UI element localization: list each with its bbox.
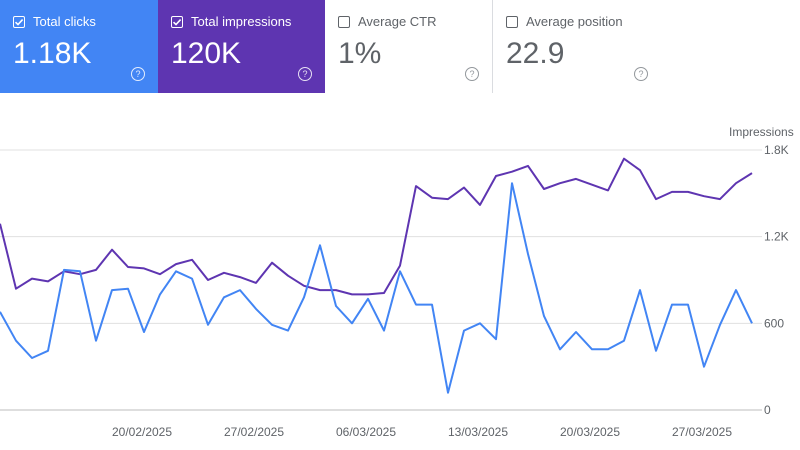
total-impressions-value: 120K	[171, 37, 242, 70]
x-tick-label: 20/03/2025	[560, 425, 620, 439]
x-tick-label: 27/02/2025	[224, 425, 284, 439]
chart-svg: 1.8K 1.2K 600 0 20/02/2025 27/02/2025 06/03/2…	[0, 125, 794, 439]
y-tick-label: 1.2K	[764, 230, 789, 244]
average-ctr-card[interactable]: Average CTR 1% ?	[325, 0, 493, 93]
help-icon[interactable]: ?	[298, 67, 312, 81]
x-tick-label: 20/02/2025	[112, 425, 172, 439]
total-clicks-line[interactable]	[0, 182, 753, 394]
checkbox-checked-icon[interactable]	[13, 15, 25, 28]
x-axis-ticks: 20/02/2025 27/02/2025 06/03/2025 13/03/2025…	[112, 425, 732, 439]
total-clicks-header: Total clicks	[13, 14, 96, 29]
checkbox-unchecked-icon[interactable]	[338, 15, 350, 28]
y-tick-label: 600	[764, 316, 784, 330]
average-position-header: Average position	[506, 14, 623, 29]
total-impressions-label: Total impressions	[191, 14, 292, 29]
checkbox-checked-icon[interactable]	[171, 15, 183, 28]
total-impressions-card[interactable]: Total impressions 120K ?	[158, 0, 325, 93]
help-icon[interactable]: ?	[634, 67, 648, 81]
x-tick-label: 27/03/2025	[672, 425, 732, 439]
help-icon[interactable]: ?	[465, 67, 479, 81]
average-position-value: 22.9	[506, 37, 565, 70]
help-icon[interactable]: ?	[131, 67, 145, 81]
total-impressions-header: Total impressions	[171, 14, 291, 29]
metric-cards: Total clicks 1.18K ? Total impressions 1…	[0, 0, 800, 93]
average-ctr-label: Average CTR	[358, 14, 437, 29]
grid-lines	[0, 149, 762, 411]
series-lines	[0, 157, 753, 394]
x-tick-label: 06/03/2025	[336, 425, 396, 439]
total-impressions-line[interactable]	[0, 157, 753, 296]
total-clicks-card[interactable]: Total clicks 1.18K ?	[0, 0, 158, 93]
x-tick-label: 13/03/2025	[448, 425, 508, 439]
y-axis-ticks: 1.8K 1.2K 600 0	[764, 143, 789, 417]
performance-chart[interactable]: 1.8K 1.2K 600 0 20/02/2025 27/02/2025 06/03/2…	[0, 93, 800, 450]
average-ctr-header: Average CTR	[338, 14, 437, 29]
total-clicks-label: Total clicks	[33, 14, 96, 29]
y-axis-title: Impressions	[729, 125, 794, 139]
checkbox-unchecked-icon[interactable]	[506, 15, 518, 28]
y-tick-label: 0	[764, 403, 771, 417]
average-position-card[interactable]: Average position 22.9 ?	[493, 0, 661, 93]
average-position-label: Average position	[526, 14, 623, 29]
y-tick-label: 1.8K	[764, 143, 789, 157]
average-ctr-value: 1%	[338, 37, 382, 70]
total-clicks-value: 1.18K	[13, 37, 92, 70]
